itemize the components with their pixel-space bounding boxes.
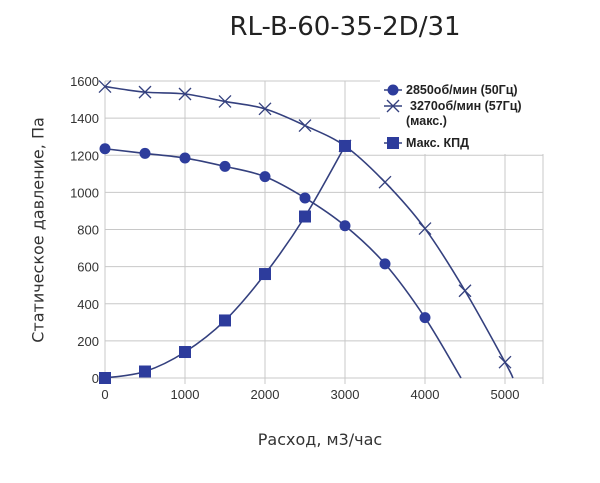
data-point-circle xyxy=(419,312,431,324)
data-point-x xyxy=(258,102,272,116)
data-point-circle xyxy=(99,143,111,155)
y-tick-label: 0 xyxy=(92,371,99,386)
legend-label: 3270об/мин (57Гц) xyxy=(410,99,522,113)
data-point-circle xyxy=(219,160,231,172)
data-point-square xyxy=(219,314,231,327)
x-marker-stroke xyxy=(378,175,392,189)
x-axis-label: Расход, м3/час xyxy=(257,430,383,449)
series-line-square xyxy=(104,145,346,379)
y-tick-label: 1400 xyxy=(70,111,99,126)
data-point-x xyxy=(378,175,392,189)
data-point-x xyxy=(138,85,152,99)
data-point-square xyxy=(299,210,311,223)
x-marker-stroke xyxy=(458,284,472,298)
x-tick-label: 3000 xyxy=(331,387,360,402)
data-point-square xyxy=(179,346,191,359)
data-point-square xyxy=(139,365,151,378)
chart-title: RL-B-60-35-2D/31 xyxy=(229,12,461,42)
x-tick-label: 0 xyxy=(101,387,108,402)
x-tick-label: 4000 xyxy=(411,387,440,402)
x-tick-label: 1000 xyxy=(171,387,200,402)
data-point-circle xyxy=(379,258,391,270)
data-point-x xyxy=(298,119,312,133)
data-point-circle xyxy=(299,192,311,204)
legend-marker-square xyxy=(387,137,399,149)
y-tick-label: 600 xyxy=(77,260,99,275)
data-point-x xyxy=(418,222,432,236)
x-marker-stroke xyxy=(138,85,152,99)
x-marker-stroke xyxy=(258,102,272,116)
x-marker-stroke xyxy=(218,94,232,108)
y-tick-label: 1000 xyxy=(70,185,99,200)
data-point-x xyxy=(458,284,472,298)
data-point-circle xyxy=(339,220,351,232)
data-point-circle xyxy=(139,147,151,159)
x-marker-stroke xyxy=(178,87,192,101)
legend-background xyxy=(380,72,550,154)
legend-marker-x xyxy=(386,99,400,113)
y-tick-label: 1600 xyxy=(70,74,99,89)
data-point-x xyxy=(498,355,512,369)
legend-label: Макс. КПД xyxy=(406,136,469,150)
y-tick-label: 200 xyxy=(77,334,99,349)
data-point-circle xyxy=(179,152,191,164)
x-tick-label: 2000 xyxy=(251,387,280,402)
data-point-x xyxy=(218,94,232,108)
x-marker-stroke xyxy=(386,99,400,113)
data-point-square xyxy=(99,372,111,384)
y-tick-label: 800 xyxy=(77,223,99,238)
x-marker-stroke xyxy=(98,80,112,94)
data-point-x xyxy=(98,80,112,94)
data-point-x xyxy=(178,87,192,101)
x-marker-stroke xyxy=(418,222,432,236)
legend-label-line2: (макс.) xyxy=(406,114,447,128)
x-marker-stroke xyxy=(298,119,312,133)
y-tick-label: 400 xyxy=(77,297,99,312)
legend-label: 2850об/мин (50Гц) xyxy=(406,83,518,97)
legend-marker-circle xyxy=(387,84,399,96)
y-tick-label: 1200 xyxy=(70,148,99,163)
x-tick-label: 5000 xyxy=(491,387,520,402)
x-marker-stroke xyxy=(498,355,512,369)
data-point-square xyxy=(339,139,351,152)
data-point-square xyxy=(259,268,271,281)
series-line-circle xyxy=(104,147,462,379)
data-point-circle xyxy=(259,171,271,183)
